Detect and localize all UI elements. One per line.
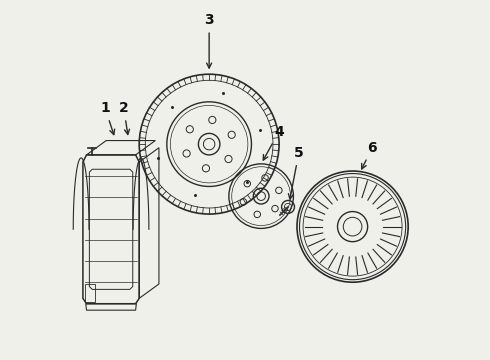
- Text: 2: 2: [119, 101, 129, 135]
- Text: 3: 3: [204, 13, 214, 68]
- Text: 6: 6: [362, 141, 377, 169]
- Text: 5: 5: [289, 146, 304, 199]
- Text: 1: 1: [100, 101, 115, 135]
- Text: 4: 4: [263, 125, 284, 160]
